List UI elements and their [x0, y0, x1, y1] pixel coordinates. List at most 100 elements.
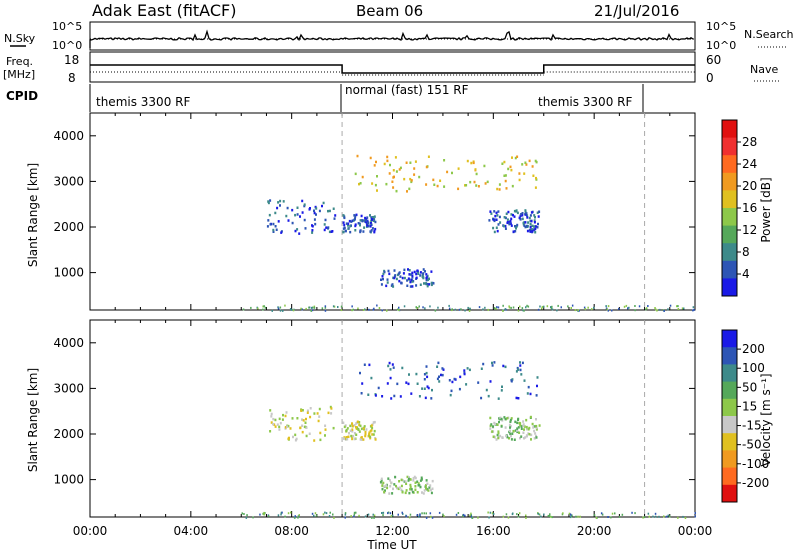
echo-cell	[485, 388, 488, 392]
echo-cell	[298, 232, 301, 235]
echo-cell	[423, 387, 426, 390]
echo-cell	[419, 283, 422, 286]
ground-scatter-cell	[277, 514, 280, 517]
echo-cell	[425, 484, 427, 487]
echo-cell	[394, 475, 397, 479]
echo-cell	[388, 492, 391, 495]
echo-cell	[365, 220, 368, 224]
ground-scatter-cell	[252, 516, 254, 519]
echo-cell	[275, 228, 278, 231]
echo-cell	[537, 222, 539, 226]
echo-cell	[436, 184, 439, 188]
echo-cell	[470, 161, 473, 165]
ground-scatter-cell	[264, 306, 267, 309]
x-tick-label: 08:00	[274, 524, 309, 538]
echo-cell	[385, 182, 388, 186]
ground-scatter-cell	[484, 306, 486, 309]
ground-scatter-cell	[631, 511, 633, 514]
echo-cell	[405, 489, 408, 492]
echo-cell	[356, 154, 359, 158]
echo-cell	[318, 209, 321, 213]
ground-scatter-cell	[262, 305, 264, 308]
ground-scatter-cell	[418, 305, 420, 308]
echo-cell	[406, 475, 409, 479]
echo-cell	[527, 221, 530, 224]
ground-scatter-cell	[654, 515, 657, 518]
echo-cell	[409, 285, 412, 288]
echo-cell	[504, 216, 507, 220]
echo-cell	[413, 167, 416, 170]
ground-scatter-cell	[460, 308, 462, 311]
echo-cell	[430, 270, 433, 273]
echo-cell	[296, 417, 299, 420]
echo-cell	[350, 434, 353, 438]
echo-cell	[299, 215, 301, 218]
echo-cell	[493, 219, 496, 223]
ground-scatter-cell	[468, 310, 471, 312]
ground-scatter-cell	[357, 307, 359, 310]
echo-cell	[342, 214, 345, 217]
x-tick-label: 12:00	[375, 524, 410, 538]
ground-scatter-cell	[372, 308, 375, 311]
echo-cell	[522, 221, 525, 225]
echo-cell	[388, 479, 391, 482]
ground-scatter-cell	[457, 512, 460, 514]
echo-cell	[400, 484, 403, 488]
echo-cell	[382, 272, 385, 276]
ground-scatter-cell	[652, 515, 654, 518]
echo-cell	[363, 425, 366, 428]
echo-cell	[480, 367, 483, 370]
echo-cell	[370, 221, 372, 225]
ground-scatter-cell	[389, 512, 392, 515]
ground-scatter-cell	[628, 306, 630, 309]
echo-cell	[535, 418, 537, 421]
echo-cell	[303, 218, 306, 222]
echo-cell	[391, 180, 394, 183]
echo-cell	[465, 184, 468, 187]
echo-cell	[362, 230, 365, 233]
colorbar-swatch	[722, 347, 737, 365]
echo-cell	[360, 392, 363, 395]
echo-cell	[393, 276, 396, 280]
echo-cell	[477, 381, 480, 384]
ground-scatter-cell	[243, 513, 245, 515]
echo-cell	[372, 216, 374, 219]
echo-cell	[472, 161, 475, 165]
echo-cell	[504, 417, 507, 421]
echo-cell	[347, 435, 350, 438]
ground-scatter-cell	[477, 516, 479, 519]
echo-cell	[361, 382, 364, 385]
echo-cell	[410, 278, 413, 282]
echo-cell	[510, 417, 513, 420]
ground-scatter-cell	[512, 306, 515, 309]
y-tick-label: 3000	[53, 381, 84, 395]
echo-cell	[408, 373, 410, 376]
echo-cell	[390, 397, 393, 400]
echo-cell	[505, 212, 508, 215]
ground-scatter-cell	[284, 515, 286, 518]
ground-scatter-cell	[665, 515, 668, 518]
ground-scatter-cell	[281, 511, 283, 514]
echo-cell	[369, 230, 372, 233]
ground-scatter-cell	[517, 515, 520, 518]
colorbar-swatch	[722, 243, 737, 262]
echo-cell	[334, 214, 337, 217]
echo-cell	[399, 275, 402, 278]
echo-cell	[526, 224, 529, 228]
colorbar-swatch	[722, 450, 737, 469]
ground-scatter-cell	[550, 307, 553, 310]
echo-cell	[416, 491, 419, 494]
echo-cell	[296, 228, 299, 231]
echo-cell	[486, 180, 489, 184]
echo-cell	[509, 219, 512, 223]
echo-cell	[502, 364, 505, 368]
ground-scatter-cell	[376, 304, 378, 307]
echo-cell	[415, 276, 418, 280]
echo-cell	[370, 229, 373, 232]
echo-cell	[524, 221, 527, 224]
ground-scatter-cell	[437, 306, 439, 309]
echo-cell	[431, 487, 434, 490]
colorbar-swatch	[722, 467, 737, 486]
ground-scatter-cell	[527, 305, 530, 308]
echo-cell	[409, 485, 412, 489]
